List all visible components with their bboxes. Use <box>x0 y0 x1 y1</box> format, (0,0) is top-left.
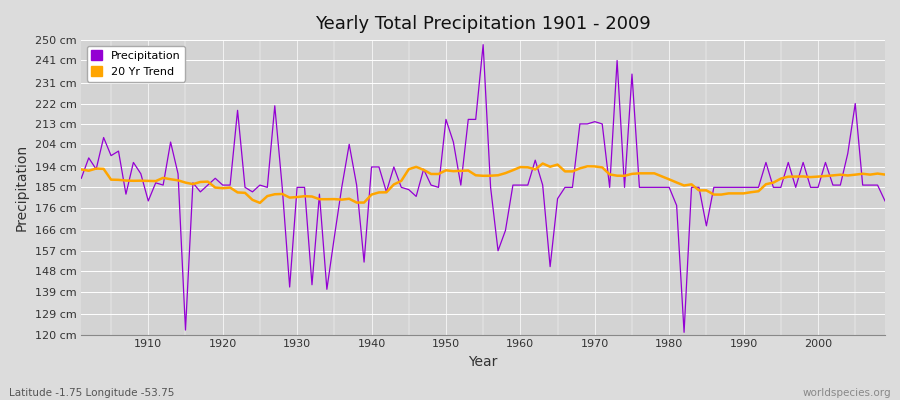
20 Yr Trend <box>351 200 362 205</box>
Line: Precipitation: Precipitation <box>81 45 885 332</box>
20 Yr Trend <box>522 165 533 170</box>
Title: Yearly Total Precipitation 1901 - 2009: Yearly Total Precipitation 1901 - 2009 <box>315 15 651 33</box>
Line: 20 Yr Trend: 20 Yr Trend <box>81 164 885 203</box>
20 Yr Trend <box>879 172 890 177</box>
20 Yr Trend <box>619 174 630 178</box>
Precipitation <box>679 330 689 335</box>
20 Yr Trend <box>135 178 146 183</box>
20 Yr Trend <box>255 200 266 205</box>
Precipitation <box>522 183 533 188</box>
Y-axis label: Precipitation: Precipitation <box>15 144 29 231</box>
Precipitation <box>135 171 146 176</box>
Text: Latitude -1.75 Longitude -53.75: Latitude -1.75 Longitude -53.75 <box>9 388 175 398</box>
Precipitation <box>76 176 86 181</box>
Precipitation <box>478 42 489 47</box>
20 Yr Trend <box>537 161 548 166</box>
20 Yr Trend <box>307 194 318 199</box>
20 Yr Trend <box>76 167 86 172</box>
Precipitation <box>879 198 890 203</box>
X-axis label: Year: Year <box>469 355 498 369</box>
Precipitation <box>299 185 310 190</box>
Precipitation <box>515 183 526 188</box>
Precipitation <box>344 142 355 147</box>
Legend: Precipitation, 20 Yr Trend: Precipitation, 20 Yr Trend <box>86 46 185 82</box>
20 Yr Trend <box>515 165 526 170</box>
Precipitation <box>612 58 623 63</box>
Text: worldspecies.org: worldspecies.org <box>803 388 891 398</box>
